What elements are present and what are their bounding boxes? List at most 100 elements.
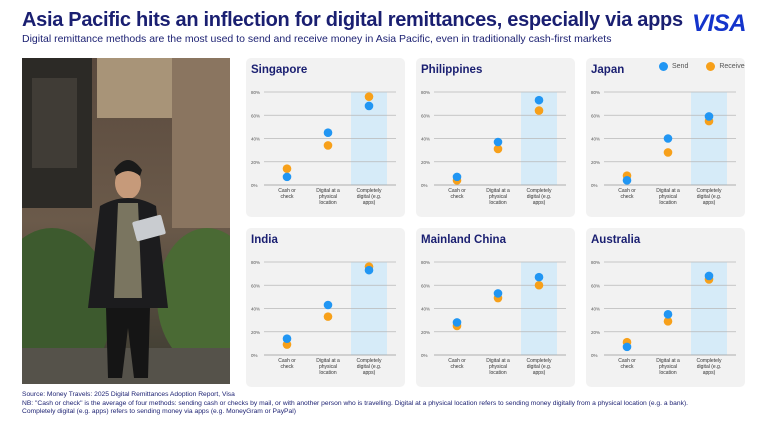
y-tick-label: 60% <box>421 283 430 288</box>
y-tick-label: 20% <box>251 160 260 165</box>
y-tick-label: 40% <box>251 137 260 142</box>
x-category-label: Cash or check <box>278 188 296 200</box>
send-point <box>364 265 374 275</box>
chart-plot: 0% 20% 40% 60% 80% Cash or check Digital at a ph… <box>251 260 396 376</box>
y-tick-label: 40% <box>591 307 600 312</box>
y-tick-label: 80% <box>421 260 430 265</box>
send-point <box>282 172 292 182</box>
chart-title: India <box>251 234 278 246</box>
chart-title: Japan <box>591 64 625 76</box>
page-title: Asia Pacific hits an inflection for digi… <box>22 9 683 31</box>
receive-point <box>323 312 333 321</box>
x-category-label: Completely digital (e.g. apps) <box>696 188 722 206</box>
x-category-label: Completely digital (e.g. apps) <box>696 358 722 376</box>
send-point <box>452 318 462 327</box>
y-tick-label: 0% <box>421 183 428 188</box>
y-tick-label: 40% <box>421 137 430 142</box>
send-point <box>493 289 503 298</box>
send-point <box>663 310 673 319</box>
x-category-label: Cash or check <box>448 188 466 200</box>
y-tick-label: 0% <box>591 353 598 358</box>
chart-plot: 0% 20% 40% 60% 80% Cash or check Digital at a ph… <box>421 260 566 376</box>
y-tick-label: 40% <box>591 137 600 142</box>
y-tick-label: 80% <box>591 260 600 265</box>
chart-title: Philippines <box>421 64 483 76</box>
x-category-label: Cash or check <box>618 358 636 370</box>
y-tick-label: 80% <box>421 90 430 95</box>
y-tick-label: 60% <box>591 283 600 288</box>
footer: Source: Money Travels: 2025 Digital Remi… <box>22 391 688 417</box>
legend-receive-label: Receive <box>719 63 745 70</box>
receive-point <box>493 144 503 154</box>
legend-send-label: Send <box>672 63 689 70</box>
x-category-label: Cash or check <box>618 188 636 200</box>
y-tick-label: 60% <box>591 113 600 118</box>
x-category-label: Cash or check <box>448 358 466 370</box>
page-subtitle: Digital remittance methods are the most … <box>22 33 612 45</box>
chart-title: Singapore <box>251 64 308 76</box>
x-category-label: Digital at a physical location <box>656 358 680 376</box>
chart-panel-singapore: Singapore 0% 20% 40% 60% 80% Cash or check Digit… <box>246 58 405 217</box>
y-tick-label: 20% <box>591 330 600 335</box>
hero-photo <box>22 58 230 384</box>
chart-panel-philippines: Philippines 0% 20% 40% 60% 80% Cash or check Dig… <box>416 58 575 217</box>
chart-panel-mainland-china: Mainland China 0% 20% 40% 60% 80% Cash or check… <box>416 228 575 387</box>
receive-point <box>323 141 333 150</box>
receive-point <box>663 316 673 326</box>
send-point <box>364 101 374 111</box>
chart-panel-india: India 0% 20% 40% 60% 80% Cash or check Digital a… <box>246 228 405 387</box>
receive-point <box>364 92 374 101</box>
x-category-label: Completely digital (e.g. apps) <box>356 358 382 376</box>
x-category-label: Completely digital (e.g. apps) <box>356 188 382 206</box>
x-category-label: Cash or check <box>278 358 296 370</box>
y-tick-label: 80% <box>251 90 260 95</box>
y-tick-label: 20% <box>251 330 260 335</box>
x-category-label: Completely digital (e.g. apps) <box>526 188 552 206</box>
x-category-label: Digital at a physical location <box>316 358 340 376</box>
y-tick-label: 0% <box>421 353 428 358</box>
chart-title: Mainland China <box>421 234 506 246</box>
send-point <box>622 342 632 352</box>
x-category-label: Digital at a physical location <box>486 188 510 206</box>
send-point <box>323 300 333 310</box>
footer-source: Source: Money Travels: 2025 Digital Remi… <box>22 391 235 398</box>
chart-plot: 0% 20% 40% 60% 80% Cash or check Digital at a ph… <box>251 90 396 206</box>
send-point <box>534 95 544 105</box>
send-point <box>534 272 544 282</box>
y-tick-label: 60% <box>251 113 260 118</box>
legend-receive-marker <box>706 62 716 71</box>
send-point <box>663 134 673 143</box>
y-tick-label: 60% <box>251 283 260 288</box>
chart-plot: 0% 20% 40% 60% 80% Cash or check Digital at a ph… <box>421 90 566 206</box>
y-tick-label: 60% <box>421 113 430 118</box>
chart-plot: 0% 20% 40% 60% 80% Cash or check Digital at a ph… <box>591 90 736 206</box>
receive-point <box>534 280 544 290</box>
y-tick-label: 20% <box>421 160 430 165</box>
y-tick-label: 0% <box>251 183 258 188</box>
receive-point <box>663 148 673 157</box>
chart-plot: 0% 20% 40% 60% 80% Cash or check Digital at a ph… <box>591 260 736 376</box>
y-tick-label: 80% <box>251 260 260 265</box>
legend-send-marker <box>659 62 668 71</box>
x-category-label: Digital at a physical location <box>316 188 340 206</box>
send-point <box>622 176 632 185</box>
x-category-label: Digital at a physical location <box>486 358 510 376</box>
y-tick-label: 40% <box>421 307 430 312</box>
y-tick-label: 20% <box>591 160 600 165</box>
chart-panel-australia: Australia 0% 20% 40% 60% 80% Cash or check Digit… <box>586 228 745 387</box>
footer-note-2: Completely digital (e.g. apps) refers to… <box>22 408 296 415</box>
chart-title: Australia <box>591 234 641 246</box>
x-category-label: Digital at a physical location <box>656 188 680 206</box>
y-tick-label: 20% <box>421 330 430 335</box>
send-point <box>704 271 714 281</box>
legend: Send Receive <box>659 62 745 71</box>
y-tick-label: 0% <box>591 183 598 188</box>
footer-note: NB: "Cash or check" is the average of fo… <box>22 399 689 407</box>
visa-logo: VISA <box>692 10 747 37</box>
y-tick-label: 0% <box>251 353 258 358</box>
y-tick-label: 80% <box>591 90 600 95</box>
send-point <box>452 172 462 182</box>
receive-point <box>534 106 544 115</box>
send-point <box>323 128 333 137</box>
chart-panel-japan: Japan 0% 20% 40% 60% 80% Cash or check Digital a… <box>586 58 745 217</box>
